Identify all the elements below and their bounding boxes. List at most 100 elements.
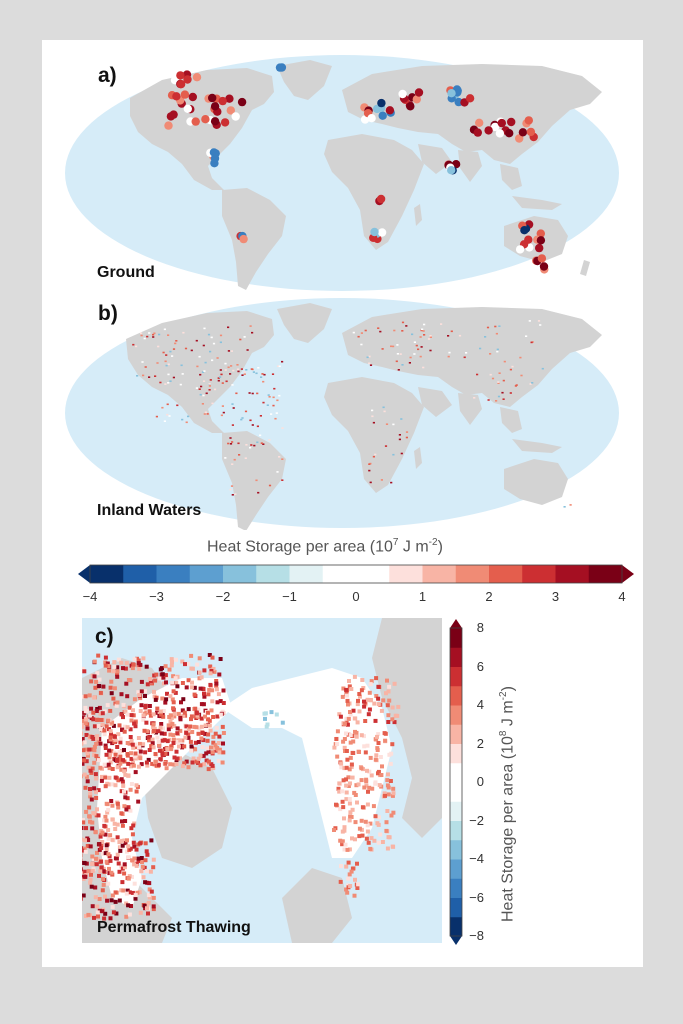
permafrost-cell	[82, 846, 84, 851]
permafrost-cell	[184, 724, 189, 729]
permafrost-cell	[125, 741, 130, 745]
permafrost-cell	[119, 811, 124, 816]
permafrost-cell	[132, 881, 137, 886]
permafrost-cell	[128, 787, 133, 792]
permafrost-cell	[82, 820, 86, 825]
permafrost-cell	[180, 659, 185, 664]
permafrost-cell	[82, 715, 86, 720]
permafrost-cell	[376, 732, 381, 737]
inland-water-cell	[267, 394, 270, 396]
permafrost-cell	[190, 730, 195, 734]
permafrost-cell	[137, 666, 142, 671]
inland-water-cell	[241, 417, 244, 419]
permafrost-cell	[365, 697, 370, 702]
permafrost-cell	[82, 718, 86, 723]
permafrost-cell	[117, 869, 122, 874]
permafrost-cell	[110, 837, 115, 842]
inland-water-cell	[207, 333, 211, 336]
permafrost-cell	[214, 683, 219, 688]
permafrost-cell	[206, 732, 211, 737]
permafrost-cell	[356, 782, 361, 787]
inland-water-cell	[237, 370, 240, 373]
colorbar-vertical-tick-label: 8	[476, 620, 484, 635]
permafrost-cell	[143, 858, 148, 863]
inland-water-cell	[236, 368, 240, 371]
inland-water-cell	[405, 325, 408, 327]
permafrost-cell	[352, 674, 357, 679]
permafrost-cell	[352, 893, 357, 898]
permafrost-cell	[182, 710, 187, 715]
ground-site-marker	[535, 243, 544, 253]
permafrost-cell	[386, 785, 391, 790]
ground-site-marker	[367, 114, 376, 123]
permafrost-cell	[124, 849, 129, 854]
permafrost-cell	[141, 875, 146, 880]
permafrost-cell	[82, 874, 87, 879]
permafrost-cell	[132, 697, 137, 702]
permafrost-cell	[379, 773, 384, 777]
permafrost-cell	[118, 758, 122, 762]
permafrost-cell	[163, 761, 168, 766]
ground-site-marker	[536, 229, 545, 238]
permafrost-cell	[117, 750, 122, 755]
permafrost-cell	[152, 729, 156, 733]
permafrost-cell	[109, 749, 114, 754]
colorbar-horizontal-step	[389, 565, 423, 583]
permafrost-cell	[170, 697, 175, 702]
permafrost-cell	[105, 898, 110, 903]
colorbar-vertical-step	[450, 685, 462, 706]
inland-water-cell	[195, 387, 198, 389]
permafrost-cell	[215, 745, 220, 750]
inland-water-cell	[396, 344, 399, 346]
inland-water-cell	[266, 404, 269, 406]
inland-water-cell	[232, 369, 235, 372]
inland-water-cell	[229, 373, 232, 375]
permafrost-cell	[153, 752, 158, 756]
permafrost-cell	[124, 661, 129, 666]
colorbar-vertical-frame	[449, 627, 463, 937]
inland-water-cell	[202, 394, 205, 397]
permafrost-cell	[108, 708, 113, 713]
inland-water-cell	[199, 393, 202, 396]
permafrost-cell	[341, 778, 346, 783]
ground-site-marker	[372, 104, 382, 114]
permafrost-cell	[168, 732, 173, 737]
permafrost-cell	[349, 687, 354, 691]
ground-site-marker	[484, 126, 493, 135]
permafrost-cell	[103, 775, 108, 780]
permafrost-cell	[348, 810, 353, 815]
land-madagascar	[414, 204, 422, 226]
permafrost-cell	[85, 779, 90, 784]
permafrost-cell	[336, 786, 341, 791]
permafrost-cell	[111, 723, 116, 728]
inland-water-cell	[384, 445, 388, 447]
permafrost-cell	[150, 761, 155, 766]
colorbar-vertical-step	[450, 916, 462, 937]
permafrost-cell	[89, 706, 94, 711]
inland-water-cell	[495, 400, 498, 402]
permafrost-cell	[116, 861, 121, 866]
inland-water-cell	[382, 406, 385, 409]
inland-water-cell	[497, 382, 500, 384]
permafrost-cell	[106, 664, 111, 668]
permafrost-cell	[381, 698, 386, 703]
permafrost-cell	[176, 711, 181, 716]
permafrost-cell	[356, 882, 361, 887]
inland-water-cell	[217, 377, 220, 379]
inland-water-cell	[187, 415, 190, 418]
permafrost-cell	[215, 714, 220, 719]
inland-water-cell	[390, 481, 393, 484]
inland-water-cell	[390, 345, 393, 348]
inland-water-cell	[163, 420, 166, 422]
inland-water-cell	[415, 344, 418, 347]
permafrost-cell	[345, 722, 350, 727]
colorbar-horizontal-step	[90, 565, 124, 583]
colorbar-vertical-step	[450, 762, 462, 783]
inland-water-cell	[278, 365, 281, 368]
inland-water-cell	[498, 372, 501, 374]
permafrost-cell	[155, 706, 160, 711]
permafrost-cell	[110, 893, 115, 898]
inland-water-cell	[465, 352, 468, 354]
permafrost-cell	[101, 684, 106, 689]
permafrost-cell	[104, 847, 109, 852]
